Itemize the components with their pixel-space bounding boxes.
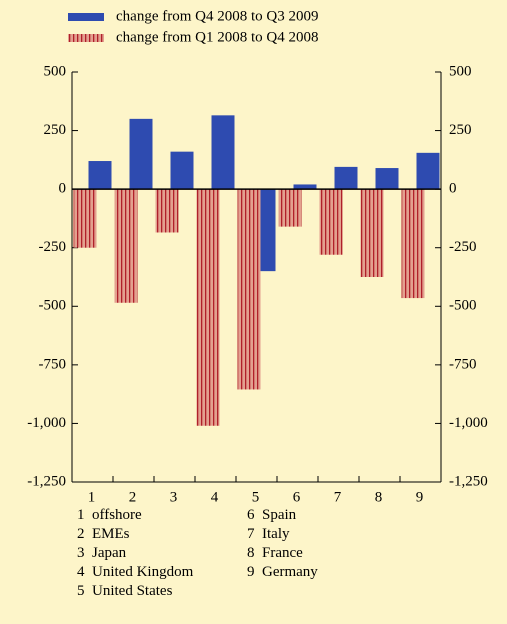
bar	[334, 166, 358, 190]
y2-tick-label: 250	[449, 122, 472, 138]
y2-tick-label: 500	[449, 63, 472, 79]
x-tick-label: 9	[416, 489, 424, 505]
y-tick-label: 250	[44, 122, 67, 138]
x-tick-label: 4	[211, 489, 219, 505]
legend-swatch	[68, 34, 104, 42]
x-tick-label: 1	[88, 489, 96, 505]
category-key-name: Spain	[262, 507, 297, 523]
bar	[416, 152, 440, 190]
bar	[293, 184, 317, 190]
bar	[155, 189, 179, 233]
bar	[114, 189, 138, 303]
category-key-name: Germany	[262, 564, 318, 580]
bar	[196, 189, 220, 426]
x-tick-label: 2	[129, 489, 137, 505]
category-key-number: 6	[247, 507, 255, 523]
y-tick-label: -1,250	[27, 473, 66, 489]
category-key-number: 8	[247, 545, 255, 561]
category-key-number: 2	[77, 526, 85, 542]
y-tick-label: -750	[39, 356, 67, 372]
y-tick-label: 500	[44, 63, 67, 79]
category-key-number: 3	[77, 545, 85, 561]
y2-tick-label: -1,000	[449, 415, 488, 431]
legend-label: change from Q1 2008 to Q4 2008	[116, 29, 318, 45]
bar	[170, 151, 194, 190]
category-key: 4 United Kingdom	[77, 564, 194, 580]
category-key: 8 France	[247, 545, 303, 561]
category-key-name: United States	[92, 583, 173, 599]
x-tick-label: 7	[334, 489, 342, 505]
category-key-number: 1	[77, 507, 85, 523]
category-key: 7 Italy	[247, 526, 290, 542]
y-tick-label: 0	[59, 181, 67, 197]
y-tick-label: -500	[39, 298, 67, 314]
x-tick-label: 6	[293, 489, 301, 505]
bar	[88, 161, 112, 190]
x-tick-label: 3	[170, 489, 178, 505]
legend-swatch	[68, 13, 104, 21]
bar	[360, 189, 384, 277]
y2-tick-label: -750	[449, 356, 477, 372]
category-key-name: Japan	[92, 545, 127, 561]
category-key-number: 5	[77, 583, 85, 599]
category-key: 6 Spain	[247, 507, 297, 523]
bar	[129, 118, 153, 190]
category-key-number: 9	[247, 564, 255, 580]
category-key-number: 4	[77, 564, 85, 580]
y-tick-label: -250	[39, 239, 67, 255]
x-tick-label: 5	[252, 489, 260, 505]
bar	[73, 189, 97, 248]
x-tick-label: 8	[375, 489, 383, 505]
category-key-number: 7	[247, 526, 255, 542]
category-key-name: United Kingdom	[92, 564, 194, 580]
category-key-name: offshore	[92, 507, 142, 523]
legend-label: change from Q4 2008 to Q3 2009	[116, 8, 318, 24]
category-key-name: EMEs	[92, 526, 130, 542]
y2-tick-label: -250	[449, 239, 477, 255]
bar	[319, 189, 343, 255]
y-tick-label: -1,000	[27, 415, 66, 431]
category-key: 1 offshore	[77, 507, 142, 523]
category-key: 3 Japan	[77, 545, 127, 561]
y2-tick-label: -1,250	[449, 473, 488, 489]
bar	[237, 189, 261, 390]
bar	[278, 189, 302, 227]
bar	[401, 189, 425, 299]
bar	[375, 168, 399, 190]
y2-tick-label: 0	[449, 181, 457, 197]
bar	[211, 115, 235, 190]
category-key: 5 United States	[77, 583, 173, 599]
category-key: 9 Germany	[247, 564, 318, 580]
category-key-name: France	[262, 545, 303, 561]
category-key: 2 EMEs	[77, 526, 130, 542]
category-key-name: Italy	[262, 526, 290, 542]
y2-tick-label: -500	[449, 298, 477, 314]
